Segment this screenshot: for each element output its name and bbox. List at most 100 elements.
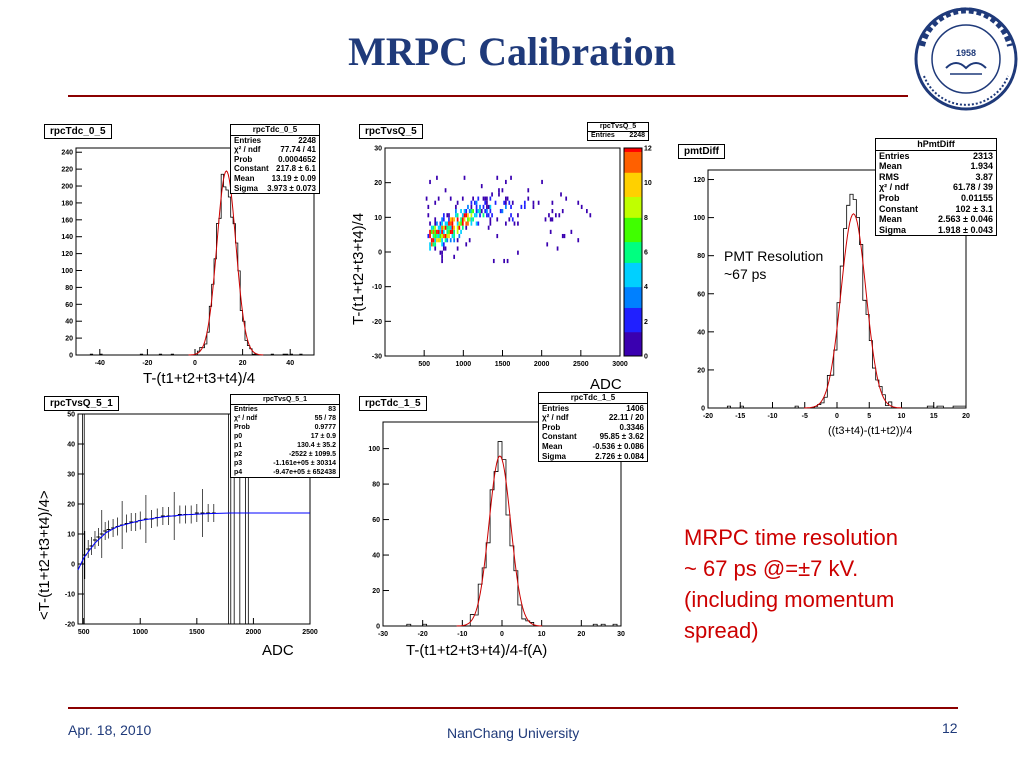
page-number: 12 bbox=[942, 720, 958, 736]
x-tick-label: 10 bbox=[538, 631, 546, 638]
histogram-tab[interactable]: rpcTvsQ_5 bbox=[359, 124, 423, 139]
heatmap-cell bbox=[560, 192, 562, 197]
heatmap-cell bbox=[448, 221, 450, 226]
stats-value: 1.934 bbox=[970, 161, 993, 172]
heatmap-cell bbox=[475, 200, 478, 205]
y-tick-label: 30 bbox=[374, 146, 382, 153]
stats-row: Entries 1406 bbox=[539, 404, 647, 414]
heatmap-cell bbox=[449, 229, 452, 234]
heatmap-cell bbox=[451, 233, 454, 239]
x-tick-label: 1000 bbox=[132, 629, 148, 636]
color-scale-band bbox=[624, 234, 642, 239]
heatmap-cell bbox=[565, 196, 568, 201]
heatmap-cell bbox=[491, 192, 493, 197]
y-axis-label: T-(t1+t2+t3+t4)/4 bbox=[350, 212, 367, 325]
heatmap-cell bbox=[470, 221, 473, 226]
x-tick-label: -30 bbox=[378, 631, 388, 638]
y-tick-label: 120 bbox=[61, 251, 73, 258]
heatmap-cell bbox=[477, 196, 480, 201]
stats-key: Prob bbox=[234, 154, 253, 164]
color-scale-band bbox=[624, 286, 642, 291]
stats-row: p3 -1.161e+05 ± 30314 bbox=[231, 459, 339, 468]
x-tick-label: -40 bbox=[95, 360, 105, 367]
color-scale-band bbox=[624, 342, 642, 347]
heatmap-cell bbox=[487, 225, 490, 230]
y-tick-label: 0 bbox=[69, 353, 73, 360]
heatmap-cell bbox=[449, 196, 452, 201]
color-scale-band bbox=[624, 189, 642, 194]
heatmap-cell bbox=[577, 238, 580, 243]
heatmap-cell bbox=[434, 229, 437, 234]
stats-row: Prob 0.3346 bbox=[539, 423, 647, 433]
color-scale-tick-label: 10 bbox=[644, 180, 652, 187]
gaussian-fit-curve bbox=[188, 170, 264, 356]
histogram-tab[interactable]: rpcTvsQ_5_1 bbox=[44, 396, 119, 411]
heatmap-cell bbox=[563, 233, 566, 239]
x-tick-label: -20 bbox=[142, 360, 152, 367]
heatmap-cell bbox=[451, 225, 454, 230]
heatmap-cell bbox=[451, 221, 454, 226]
heatmap-cell bbox=[441, 229, 443, 234]
color-scale-band bbox=[624, 203, 642, 208]
stats-value: -9.47e+05 ± 652438 bbox=[273, 469, 336, 476]
heatmap-cell bbox=[503, 258, 506, 264]
heatmap-cell bbox=[434, 242, 437, 247]
color-scale-band bbox=[624, 196, 642, 201]
resolution-line4: spread) bbox=[684, 618, 759, 643]
x-axis-label: T-(t1+t2+t3+t4)/4-f(A) bbox=[406, 642, 548, 659]
y-tick-label: 0 bbox=[376, 624, 380, 631]
color-scale-band bbox=[624, 210, 642, 215]
stats-row: χ² / ndf 55 / 78 bbox=[231, 414, 339, 423]
histogram-tab[interactable]: pmtDiff bbox=[678, 144, 725, 159]
heatmap-cell bbox=[444, 246, 447, 251]
heatmap-cell bbox=[467, 221, 469, 226]
x-tick-label: -20 bbox=[418, 631, 428, 638]
stats-key: Entries bbox=[234, 406, 258, 413]
heatmap-cell bbox=[510, 213, 512, 218]
x-tick-label: 20 bbox=[577, 631, 585, 638]
heatmap-cell bbox=[477, 209, 480, 214]
heatmap-cell bbox=[482, 196, 485, 201]
heatmap-cell bbox=[487, 213, 490, 218]
heatmap-cell bbox=[505, 200, 507, 205]
stats-box: hPmtDiff Entries 2313 Mean 1.934 RMS 3.87 χ² /… bbox=[875, 138, 997, 237]
heatmap-cell bbox=[448, 225, 450, 230]
heatmap-cell bbox=[441, 217, 443, 222]
heatmap-cell bbox=[465, 221, 468, 226]
stats-row: χ² / ndf 22.11 / 20 bbox=[539, 413, 647, 423]
y-tick-label: 20 bbox=[697, 367, 705, 374]
stats-value: 2.726 ± 0.084 bbox=[595, 451, 644, 461]
heatmap-cell bbox=[446, 221, 449, 226]
color-scale-band bbox=[624, 338, 642, 343]
heatmap-cell bbox=[436, 175, 438, 180]
heatmap-cell bbox=[468, 217, 471, 222]
color-scale-band bbox=[624, 262, 642, 267]
stats-value: 22.11 / 20 bbox=[608, 413, 644, 423]
histogram-tab[interactable]: rpcTdc_0_5 bbox=[44, 124, 112, 139]
footer-divider bbox=[68, 707, 958, 709]
heatmap-cell bbox=[479, 213, 481, 218]
color-scale-band bbox=[624, 300, 642, 305]
color-scale-band bbox=[624, 307, 642, 312]
color-scale-band bbox=[624, 352, 642, 357]
histogram-tab[interactable]: rpcTdc_1_5 bbox=[359, 396, 427, 411]
heatmap-cell bbox=[554, 213, 557, 218]
stats-value: -2522 ± 1099.5 bbox=[288, 451, 336, 458]
y-tick-label: -10 bbox=[65, 592, 75, 599]
heatmap-cell bbox=[453, 254, 456, 259]
stats-row: Mean 13.19 ± 0.09 bbox=[231, 174, 319, 184]
heatmap-cell bbox=[441, 250, 443, 255]
heatmap-cell bbox=[479, 204, 481, 210]
heatmap-cell bbox=[480, 184, 483, 189]
heatmap-cell bbox=[551, 200, 554, 205]
heatmap-cell bbox=[455, 209, 457, 214]
x-tick-label: 500 bbox=[418, 361, 430, 368]
y-tick-label: 80 bbox=[372, 482, 380, 489]
heatmap-cell bbox=[489, 221, 492, 226]
stats-key: Constant bbox=[879, 203, 918, 214]
gaussian-fit-curve bbox=[456, 455, 543, 627]
stats-value: 1.918 ± 0.043 bbox=[938, 224, 993, 235]
y-tick-label: -30 bbox=[372, 354, 382, 361]
color-scale-tick-label: 0 bbox=[644, 354, 648, 361]
heatmap-cell bbox=[429, 229, 431, 234]
